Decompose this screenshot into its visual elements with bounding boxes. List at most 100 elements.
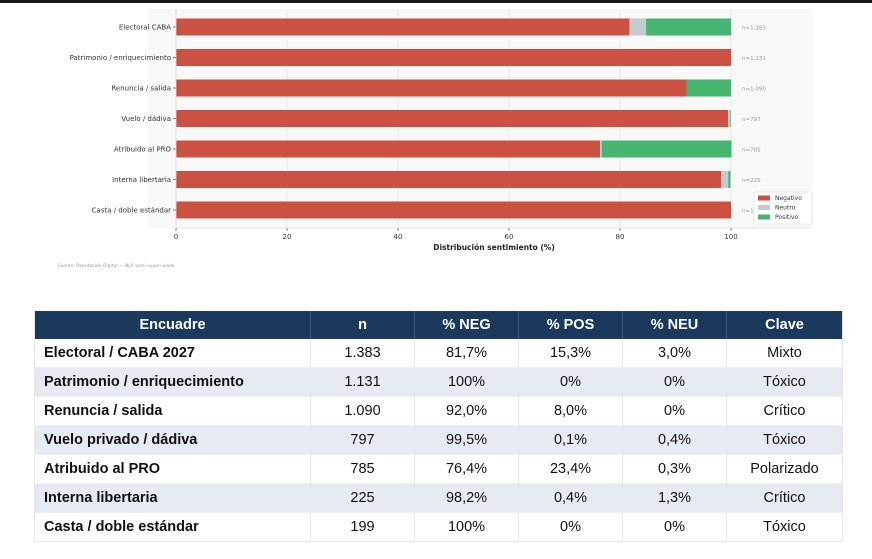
- x-tick-label: 60: [505, 233, 514, 241]
- cell-pos: 8,0%: [518, 396, 623, 426]
- cell-n: 1.131: [310, 367, 415, 397]
- cell-neg: 76,4%: [414, 454, 519, 484]
- cell-pos: 15,3%: [518, 339, 623, 368]
- x-axis-title: Distribución sentimiento (%): [433, 243, 555, 252]
- cell-clave: Mixto: [726, 339, 843, 368]
- cell-neg: 92,0%: [414, 396, 519, 426]
- table-header-row: Encuadre n % NEG % POS % NEU Clave: [34, 311, 843, 339]
- y-tick-label: Electoral CABA: [119, 24, 171, 32]
- table-row: Vuelo privado / dádiva 797 99,5% 0,1% 0,4% Tó…: [34, 425, 843, 455]
- header-pos: % POS: [518, 311, 623, 339]
- bars: [176, 18, 732, 219]
- table-row: Casta / doble estándar 199 100% 0% 0% Tóxico: [34, 512, 843, 542]
- x-tick-label: 0: [174, 233, 178, 241]
- cell-encuadre: Electoral / CABA 2027: [34, 339, 311, 368]
- legend-swatch-positivo: [758, 214, 770, 220]
- bar-annotation: n=199: [742, 209, 761, 215]
- x-ticks: 0 20 40 60 80 100: [174, 9, 813, 241]
- cell-neu: 0%: [622, 512, 727, 542]
- x-tick-label: 80: [616, 233, 625, 241]
- cell-n: 797: [310, 425, 415, 455]
- cell-neu: 0,3%: [622, 454, 727, 484]
- cell-encuadre: Casta / doble estándar: [34, 512, 311, 542]
- cell-clave: Tóxico: [726, 425, 843, 455]
- cell-n: 1.090: [310, 396, 415, 426]
- bar-positivo: [730, 110, 731, 127]
- cell-pos: 0%: [518, 512, 623, 542]
- y-tick-label: Atribuido al PRO: [114, 146, 172, 154]
- bar-neutro: [600, 140, 602, 158]
- legend-swatch-negativo: [758, 195, 770, 201]
- bar-annotation: n=1,383: [742, 26, 766, 32]
- footnote: Fuente: Reputación Digital — NLP semi-su…: [58, 262, 175, 269]
- cell-neg: 99,5%: [414, 425, 519, 455]
- cell-encuadre: Atribuido al PRO: [34, 454, 311, 484]
- bar-positivo: [646, 18, 731, 36]
- top-bar: [0, 0, 872, 3]
- cell-neu: 3,0%: [622, 339, 727, 368]
- y-tick-labels: Electoral CABA Patrimonio / enriquecimien…: [70, 24, 176, 215]
- bar-negativo: [176, 110, 729, 127]
- bar-negativo: [176, 171, 722, 188]
- cell-pos: 23,4%: [518, 454, 623, 484]
- x-tick-label: 40: [394, 233, 403, 241]
- y-tick-label: Interna libertaria: [112, 176, 171, 184]
- summary-table-container: Encuadre n % NEG % POS % NEU Clave Elect…: [34, 311, 843, 542]
- bar-annotation: n=225: [742, 178, 761, 184]
- legend-label-positivo: Positivo: [775, 214, 798, 221]
- bar-negativo: [176, 201, 731, 219]
- bar-negativo: [176, 79, 687, 97]
- legend: Negativo Neutro Positivo: [753, 191, 813, 225]
- bar-negativo: [176, 49, 731, 66]
- bar-positivo: [728, 171, 731, 188]
- header-neg: % NEG: [414, 311, 519, 339]
- cell-clave: Tóxico: [726, 367, 843, 397]
- legend-label-neutro: Neutro: [775, 205, 796, 212]
- bar-positivo: [601, 140, 732, 158]
- bar-annotation: n=1,131: [742, 56, 766, 62]
- y-tick-label: Patrimonio / enriquecimiento: [70, 54, 171, 62]
- bar-neutro: [629, 18, 647, 36]
- cell-neg: 81,7%: [414, 339, 519, 368]
- bar-annotation: n=797: [742, 117, 761, 123]
- bar-annotation: n=1,090: [742, 87, 766, 93]
- cell-encuadre: Vuelo privado / dádiva: [34, 425, 311, 455]
- bar-negativo: [176, 140, 601, 158]
- cell-neu: 0%: [622, 367, 727, 397]
- cell-neu: 1,3%: [622, 483, 727, 513]
- table-row: Atribuido al PRO 785 76,4% 23,4% 0,3% Polariz…: [34, 454, 843, 484]
- bar-neutro: [721, 171, 729, 188]
- x-tick-label: 20: [283, 233, 292, 241]
- header-n: n: [310, 311, 415, 339]
- cell-encuadre: Interna libertaria: [34, 483, 311, 513]
- cell-clave: Polarizado: [726, 454, 843, 484]
- bar-annotations: n=1,383 n=1,131 n=1,090 n=797 n=785 n=225 n=19…: [742, 26, 766, 215]
- cell-neu: 0,4%: [622, 425, 727, 455]
- cell-encuadre: Renuncia / salida: [34, 396, 311, 426]
- table-row: Renuncia / salida 1.090 92,0% 8,0% 0% Crítico: [34, 396, 843, 426]
- legend-swatch-neutro: [758, 205, 770, 210]
- cell-pos: 0%: [518, 367, 623, 397]
- cell-pos: 0,4%: [518, 483, 623, 513]
- header-encuadre: Encuadre: [34, 311, 311, 339]
- header-neu: % NEU: [622, 311, 727, 339]
- cell-n: 199: [310, 512, 415, 542]
- x-tick-label: 100: [724, 233, 737, 241]
- cell-clave: Crítico: [726, 483, 843, 513]
- cell-n: 1.383: [310, 339, 415, 368]
- table-row: Interna libertaria 225 98,2% 0,4% 1,3% Crític…: [34, 483, 843, 513]
- summary-table: Encuadre n % NEG % POS % NEU Clave Elect…: [34, 311, 843, 542]
- cell-encuadre: Patrimonio / enriquecimiento: [34, 367, 311, 397]
- cell-neg: 98,2%: [414, 483, 519, 513]
- cell-clave: Crítico: [726, 396, 843, 426]
- y-tick-label: Renuncia / salida: [111, 85, 171, 93]
- bar-neutro: [728, 110, 731, 127]
- bar-negativo: [176, 18, 630, 36]
- cell-pos: 0,1%: [518, 425, 623, 455]
- y-tick-label: Casta / doble estándar: [92, 207, 171, 215]
- cell-n: 225: [310, 483, 415, 513]
- table-row: Electoral / CABA 2027 1.383 81,7% 15,3% 3,0%…: [34, 339, 843, 368]
- header-clave: Clave: [726, 311, 843, 339]
- bar-positivo: [686, 79, 731, 97]
- bar-annotation: n=785: [742, 148, 761, 154]
